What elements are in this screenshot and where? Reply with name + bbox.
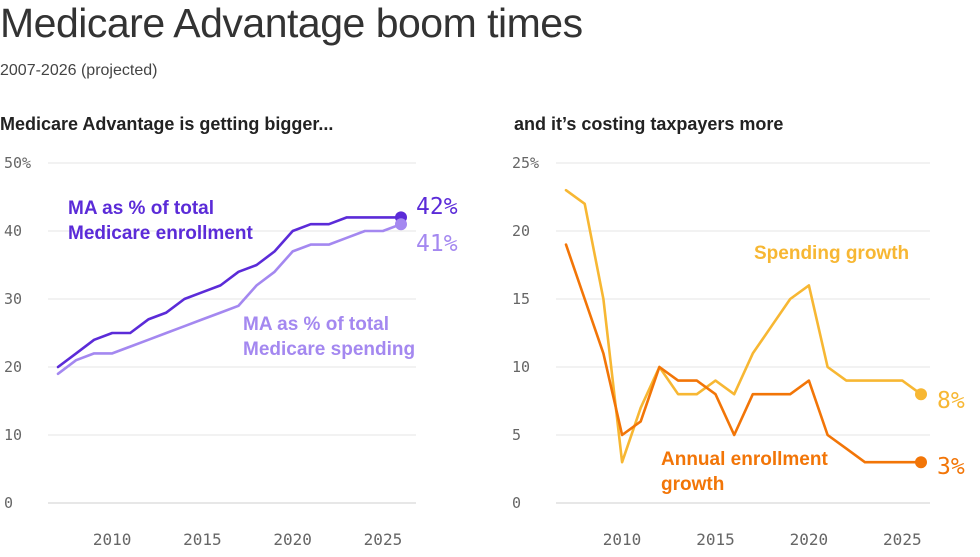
y-tick-label: 50% — [4, 154, 31, 172]
x-tick-label: 2020 — [790, 530, 829, 549]
right-panel-title: and it’s costing taxpayers more — [514, 114, 784, 134]
series-label: Spending growth — [754, 243, 909, 264]
series-label: Medicare enrollment — [68, 223, 253, 244]
series-end-label: 8% — [937, 388, 965, 414]
series-label: MA as % of total — [243, 314, 389, 335]
y-tick-label: 5 — [512, 426, 521, 444]
series-label: Annual enrollment — [661, 449, 828, 470]
series-end-point — [915, 388, 927, 401]
x-tick-label: 2015 — [696, 530, 735, 549]
y-tick-label: 30 — [4, 290, 22, 308]
y-tick-label: 25% — [512, 154, 539, 172]
left-panel-title: Medicare Advantage is getting bigger... — [0, 114, 334, 134]
y-tick-label: 15 — [512, 290, 530, 308]
series-line — [56, 216, 403, 369]
series-label: MA as % of total — [68, 198, 214, 219]
y-tick-label: 20 — [4, 358, 22, 376]
series-end-label: 3% — [937, 454, 965, 480]
chart-title: Medicare Advantage boom times — [0, 0, 583, 46]
series-label: growth — [661, 474, 724, 495]
y-tick-label: 10 — [512, 358, 530, 376]
series-end-label: 41% — [416, 231, 458, 257]
series-line — [564, 188, 923, 464]
x-tick-label: 2020 — [273, 530, 312, 549]
series-end-point — [395, 218, 407, 231]
series-line — [56, 222, 403, 376]
y-tick-label: 20 — [512, 222, 530, 240]
series-end-label: 42% — [416, 194, 458, 220]
chart-subtitle: 2007-2026 (projected) — [0, 62, 158, 79]
y-tick-label: 10 — [4, 426, 22, 444]
y-tick-label: 0 — [4, 494, 13, 512]
series-end-point — [915, 456, 927, 469]
x-tick-label: 2025 — [364, 530, 403, 549]
x-tick-label: 2010 — [93, 530, 132, 549]
x-tick-label: 2015 — [183, 530, 222, 549]
series-label: Medicare spending — [243, 339, 415, 360]
series-line — [564, 243, 923, 464]
x-tick-label: 2010 — [603, 530, 642, 549]
y-tick-label: 40 — [4, 222, 22, 240]
x-tick-label: 2025 — [883, 530, 922, 549]
y-tick-label: 0 — [512, 494, 521, 512]
